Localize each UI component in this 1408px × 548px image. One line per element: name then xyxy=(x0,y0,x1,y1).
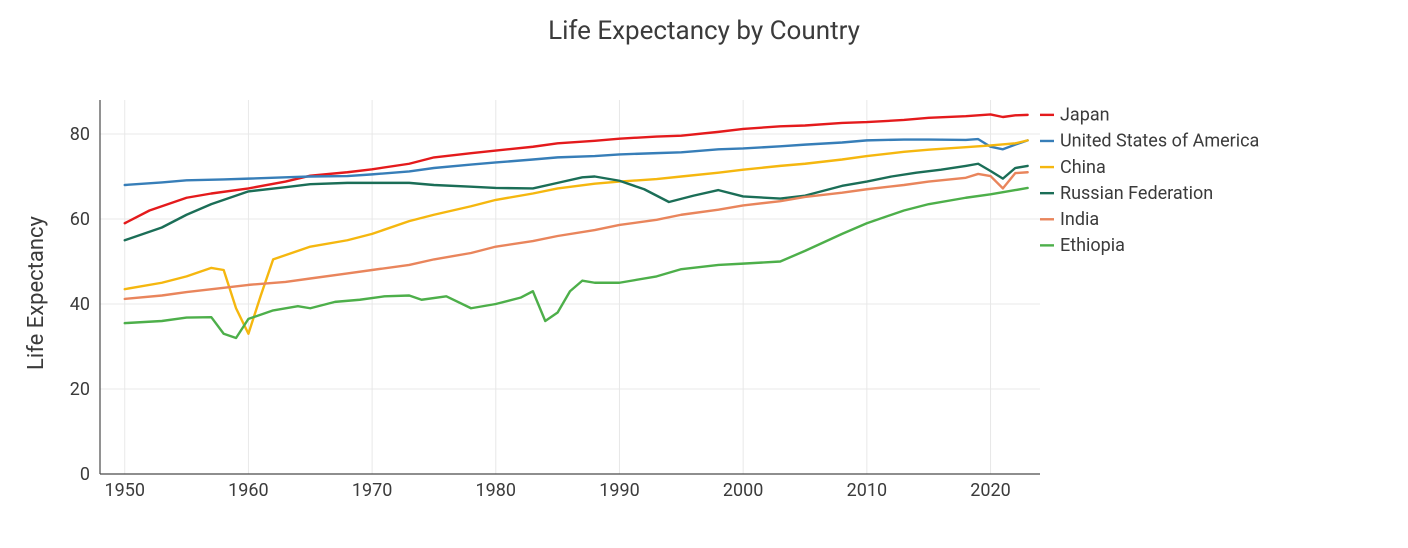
legend-label: China xyxy=(1060,157,1106,178)
y-axis-label: Life Expectancy xyxy=(24,216,49,370)
x-tick-label: 2010 xyxy=(847,480,887,501)
line-chart: 0 20 40 60 80 1950 1960 1970 1980 1990 2000 2010 202… xyxy=(0,0,1408,544)
series-line xyxy=(125,188,1028,338)
chart-container: Life Expectancy by Country Life Expectan… xyxy=(0,0,1408,544)
y-tick-label: 20 xyxy=(70,379,90,400)
series-line xyxy=(125,140,1028,333)
chart-title: Life Expectancy by Country xyxy=(0,16,1408,46)
legend-label: Russian Federation xyxy=(1060,183,1213,204)
y-tick-label: 40 xyxy=(70,294,90,315)
x-tick-label: 1990 xyxy=(599,480,639,501)
x-tick-label: 2020 xyxy=(970,480,1010,501)
x-tick-label: 1970 xyxy=(352,480,392,501)
legend-label: Ethiopia xyxy=(1060,235,1125,256)
y-tick-label: 60 xyxy=(70,209,90,230)
series-line xyxy=(125,164,1028,241)
series-line xyxy=(125,114,1028,223)
x-tick-label: 1960 xyxy=(228,480,268,501)
x-tick-label: 1980 xyxy=(476,480,516,501)
y-tick-label: 0 xyxy=(80,464,90,485)
legend-label: United States of America xyxy=(1060,131,1259,152)
y-tick-label: 80 xyxy=(70,124,90,145)
legend-label: Japan xyxy=(1060,105,1110,126)
x-tick-label: 2000 xyxy=(723,480,763,501)
x-tick-label: 1950 xyxy=(105,480,145,501)
legend-label: India xyxy=(1060,209,1099,230)
series-line xyxy=(125,172,1028,299)
